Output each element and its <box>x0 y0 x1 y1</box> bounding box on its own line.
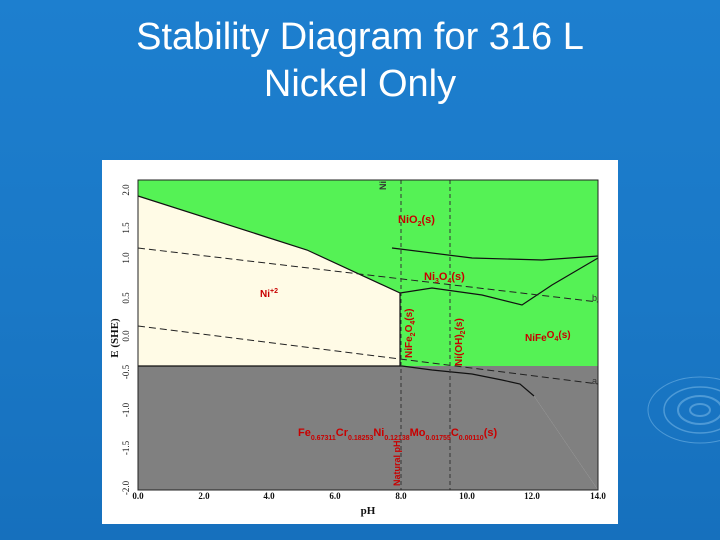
nife2o4-label: NiFe2O4(s) <box>404 309 417 359</box>
ni3o4-upper-boundary <box>391 247 599 261</box>
natural-ph-label: Natural pH <box>392 440 402 486</box>
water-line-a <box>137 325 599 385</box>
water-ripple-decoration <box>647 376 720 444</box>
nio2-label: NiO2(s) <box>398 214 435 228</box>
alloy-label: Fe0.67311Cr0.18253Ni0.12138Mo0.01755C0.0… <box>298 427 497 442</box>
ni3o4-lower-boundary <box>399 257 599 306</box>
y-axis-ticks: 2.0 1.5 1.0 0.5 0.0 -0.5 -1.0 -1.5 -2.0 <box>121 184 131 495</box>
slide-title: Stability Diagram for 316 L Nickel Only <box>0 14 720 108</box>
top-ni-label: Ni <box>378 181 388 190</box>
alloy-right-boundary <box>401 365 535 397</box>
x-tick: 6.0 <box>329 491 341 501</box>
alloy-region <box>138 366 598 490</box>
plot-frame <box>137 179 599 491</box>
y-tick: 0.5 <box>121 292 131 304</box>
water-line-a-label: a <box>592 376 597 386</box>
y-tick: -1.5 <box>121 440 131 455</box>
ni3o4-label: Ni3O4(s) <box>424 271 465 285</box>
y-axis-label: E (SHE) <box>109 318 121 358</box>
y-tick: 1.0 <box>121 252 131 264</box>
x-tick: 14.0 <box>590 491 606 501</box>
y-tick: -1.0 <box>121 402 131 417</box>
ni2-label: Ni+2 <box>260 288 278 300</box>
x-tick: 0.0 <box>132 491 144 501</box>
right-overlap-label: NiFeO4(s) <box>525 330 571 344</box>
water-line-b-label: b <box>592 293 597 303</box>
slide-title-line-2: Nickel Only <box>263 63 457 105</box>
x-tick: 12.0 <box>524 491 540 501</box>
ni2-boundary <box>137 195 401 366</box>
nioh2-label: Ni(OH)2(s) <box>454 318 467 366</box>
y-tick: 0.0 <box>121 330 131 342</box>
alloy-region-right <box>402 366 598 490</box>
water-line-b <box>137 247 599 303</box>
ni2-region <box>138 196 400 366</box>
diagram-canvas: 2.0 1.5 1.0 0.5 0.0 -0.5 -1.0 -1.5 -2.0 … <box>109 179 606 517</box>
x-tick: 4.0 <box>263 491 275 501</box>
y-tick: -2.0 <box>121 480 131 495</box>
x-tick: 10.0 <box>459 491 475 501</box>
x-tick: 2.0 <box>198 491 210 501</box>
pourbaix-diagram: 2.0 1.5 1.0 0.5 0.0 -0.5 -1.0 -1.5 -2.0 … <box>102 160 618 524</box>
x-axis-ticks: 0.0 2.0 4.0 6.0 8.0 10.0 12.0 14.0 <box>132 491 606 501</box>
x-axis-label: pH <box>361 505 376 517</box>
x-tick: 8.0 <box>395 491 407 501</box>
y-tick: -0.5 <box>121 364 131 379</box>
y-tick: 1.5 <box>121 222 131 234</box>
slide-title-line-1: Stability Diagram for 316 L <box>136 16 584 58</box>
y-tick: 2.0 <box>121 184 131 196</box>
